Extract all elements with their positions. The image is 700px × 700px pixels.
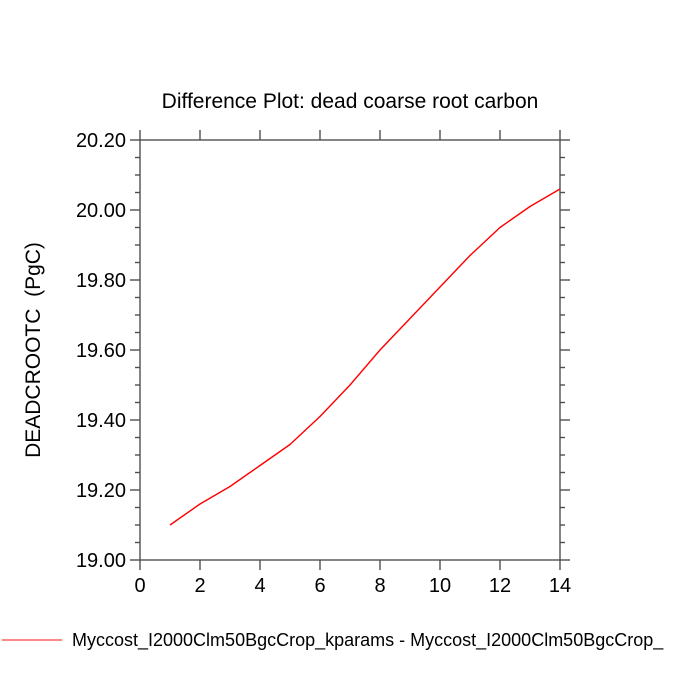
y-tick-label: 19.00 — [76, 550, 126, 572]
y-tick-label: 19.80 — [76, 270, 126, 292]
y-tick-label: 20.00 — [76, 200, 126, 222]
legend: Myccost_I2000Clm50BgcCrop_kparams - Mycc… — [2, 630, 664, 651]
x-tick-label: 6 — [314, 575, 325, 597]
x-tick-label: 14 — [549, 575, 571, 597]
y-tick-label: 19.20 — [76, 480, 126, 502]
series-layer — [169, 188, 561, 526]
difference-line-series — [169, 188, 561, 526]
x-tick-label: 10 — [429, 575, 451, 597]
x-tick-label: 8 — [374, 575, 385, 597]
x-tick-label: 2 — [194, 575, 205, 597]
chart-title: Difference Plot: dead coarse root carbon — [162, 90, 539, 113]
y-axis-title: DEADCROOTC (PgC) — [22, 242, 45, 458]
x-tick-label: 4 — [254, 575, 265, 597]
x-tick-label: 0 — [134, 575, 145, 597]
axes-layer: 0 2 4 6 8 10 12 14 19.00 19.20 19.40 19.60 19.80 20.0… — [76, 130, 571, 597]
plot-border — [139, 139, 561, 561]
x-tick-label: 12 — [489, 575, 511, 597]
y-tick-label: 20.20 — [76, 130, 126, 152]
y-tick-label: 19.40 — [76, 410, 126, 432]
legend-label: Myccost_I2000Clm50BgcCrop_kparams - Mycc… — [72, 630, 664, 651]
y-tick-label: 19.60 — [76, 340, 126, 362]
